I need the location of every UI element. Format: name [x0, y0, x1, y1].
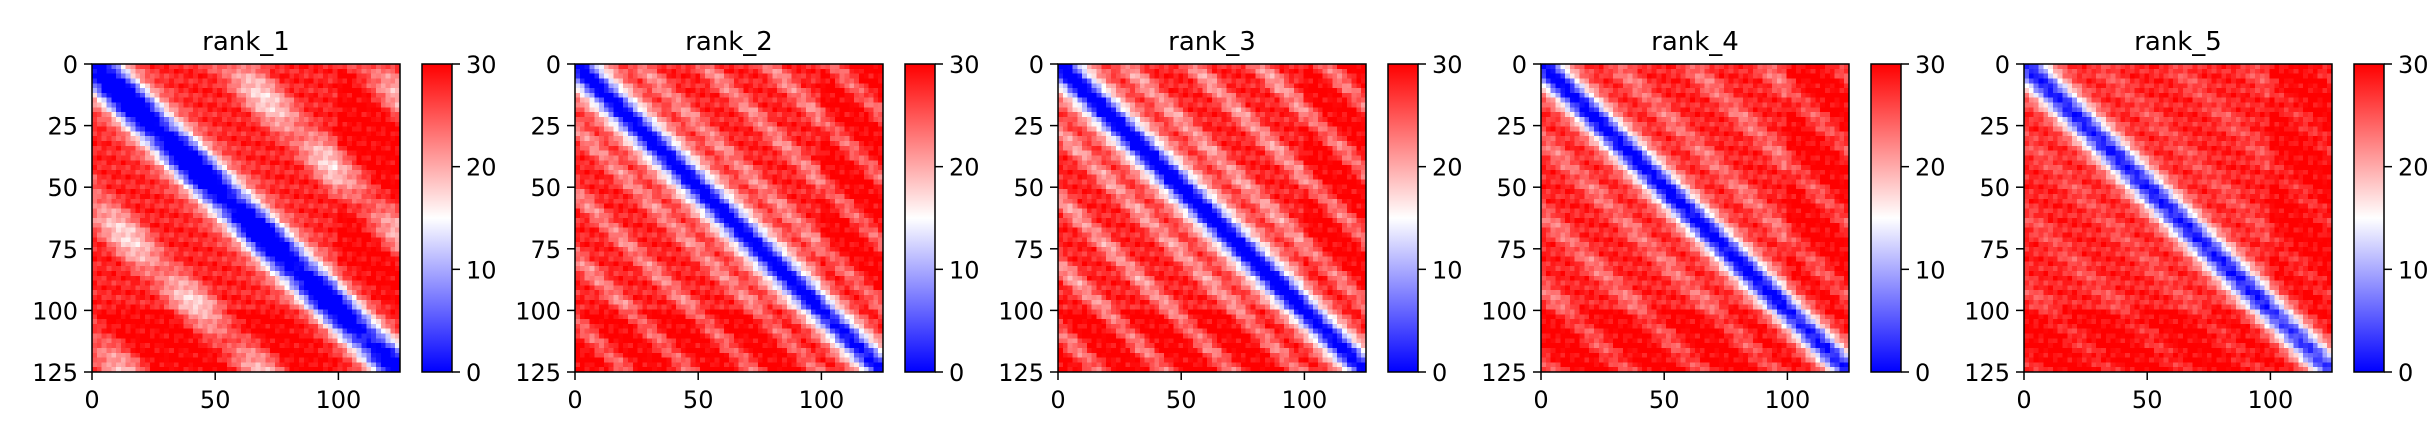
panel-title: rank_5 — [2134, 27, 2222, 57]
colorbar-tick-label: 30 — [949, 51, 980, 79]
axes-frame — [574, 63, 884, 373]
y-tick-label: 100 — [1964, 297, 2010, 325]
panel-title: rank_1 — [202, 27, 290, 57]
colorbar-tick-label: 10 — [466, 256, 497, 284]
colorbar-tick-label: 20 — [1915, 154, 1946, 182]
colorbar-tick-label: 0 — [1432, 359, 1447, 387]
y-tick-label: 100 — [998, 297, 1044, 325]
x-tick-label: 50 — [1166, 386, 1197, 414]
axes-frame — [91, 63, 401, 373]
y-tick-label: 25 — [1013, 113, 1044, 141]
colorbar — [2353, 63, 2385, 373]
y-tick-label: 125 — [32, 359, 78, 387]
colorbar-tick-label: 20 — [2398, 154, 2429, 182]
y-tick-label: 0 — [1995, 51, 2010, 79]
colorbar-tick-label: 0 — [1915, 359, 1930, 387]
colorbar — [1387, 63, 1419, 373]
colorbar — [904, 63, 936, 373]
heatmap-image — [2024, 64, 2332, 372]
x-tick-label: 0 — [84, 386, 99, 414]
x-tick-label: 50 — [2132, 386, 2163, 414]
y-tick-label: 25 — [1496, 113, 1527, 141]
x-tick-label: 0 — [2016, 386, 2031, 414]
y-tick-label: 50 — [47, 174, 78, 202]
y-tick-label: 0 — [1512, 51, 1527, 79]
colorbar — [1870, 63, 1902, 373]
x-tick-label: 0 — [1533, 386, 1548, 414]
colorbar-tick-label: 20 — [949, 154, 980, 182]
y-tick-label: 100 — [515, 297, 561, 325]
heatmap-image — [1058, 64, 1366, 372]
axes-frame — [2023, 63, 2333, 373]
x-tick-label: 50 — [1649, 386, 1680, 414]
colorbar-tick-label: 20 — [466, 154, 497, 182]
colorbar-tick-label: 10 — [949, 256, 980, 284]
x-tick-label: 50 — [683, 386, 714, 414]
x-tick-label: 100 — [315, 386, 361, 414]
y-tick-label: 125 — [1964, 359, 2010, 387]
x-tick-label: 100 — [2247, 386, 2293, 414]
colorbar-tick-label: 0 — [466, 359, 481, 387]
colorbar-tick-label: 20 — [1432, 154, 1463, 182]
y-tick-label: 25 — [1979, 113, 2010, 141]
y-tick-label: 0 — [63, 51, 78, 79]
axes-frame — [1540, 63, 1850, 373]
colorbar-tick-label: 10 — [1432, 256, 1463, 284]
y-tick-label: 0 — [1029, 51, 1044, 79]
y-tick-label: 75 — [1013, 236, 1044, 264]
y-tick-label: 75 — [1496, 236, 1527, 264]
y-tick-label: 75 — [530, 236, 561, 264]
colorbar — [421, 63, 453, 373]
y-tick-label: 125 — [1481, 359, 1527, 387]
colorbar-tick-label: 0 — [2398, 359, 2413, 387]
y-tick-label: 75 — [1979, 236, 2010, 264]
x-tick-label: 100 — [1764, 386, 1810, 414]
y-tick-label: 100 — [1481, 297, 1527, 325]
y-tick-label: 50 — [530, 174, 561, 202]
y-tick-label: 50 — [1496, 174, 1527, 202]
x-tick-label: 100 — [798, 386, 844, 414]
colorbar-tick-label: 0 — [949, 359, 964, 387]
colorbar-tick-label: 30 — [466, 51, 497, 79]
heatmap-image — [92, 64, 400, 372]
x-tick-label: 100 — [1281, 386, 1327, 414]
colorbar-tick-label: 30 — [1432, 51, 1463, 79]
colorbar-tick-label: 30 — [2398, 51, 2429, 79]
y-tick-label: 100 — [32, 297, 78, 325]
x-tick-label: 0 — [1050, 386, 1065, 414]
y-tick-label: 25 — [47, 113, 78, 141]
y-tick-label: 50 — [1979, 174, 2010, 202]
y-tick-label: 75 — [47, 236, 78, 264]
panel-title: rank_3 — [1168, 27, 1256, 57]
y-tick-label: 0 — [546, 51, 561, 79]
y-tick-label: 50 — [1013, 174, 1044, 202]
x-tick-label: 0 — [567, 386, 582, 414]
panel-title: rank_4 — [1651, 27, 1739, 57]
heatmap-image — [1541, 64, 1849, 372]
heatmap-image — [575, 64, 883, 372]
y-tick-label: 125 — [515, 359, 561, 387]
colorbar-tick-label: 10 — [2398, 256, 2429, 284]
panel-title: rank_2 — [685, 27, 773, 57]
colorbar-tick-label: 10 — [1915, 256, 1946, 284]
colorbar-tick-label: 30 — [1915, 51, 1946, 79]
x-tick-label: 50 — [200, 386, 231, 414]
y-tick-label: 125 — [998, 359, 1044, 387]
axes-frame — [1057, 63, 1367, 373]
y-tick-label: 25 — [530, 113, 561, 141]
